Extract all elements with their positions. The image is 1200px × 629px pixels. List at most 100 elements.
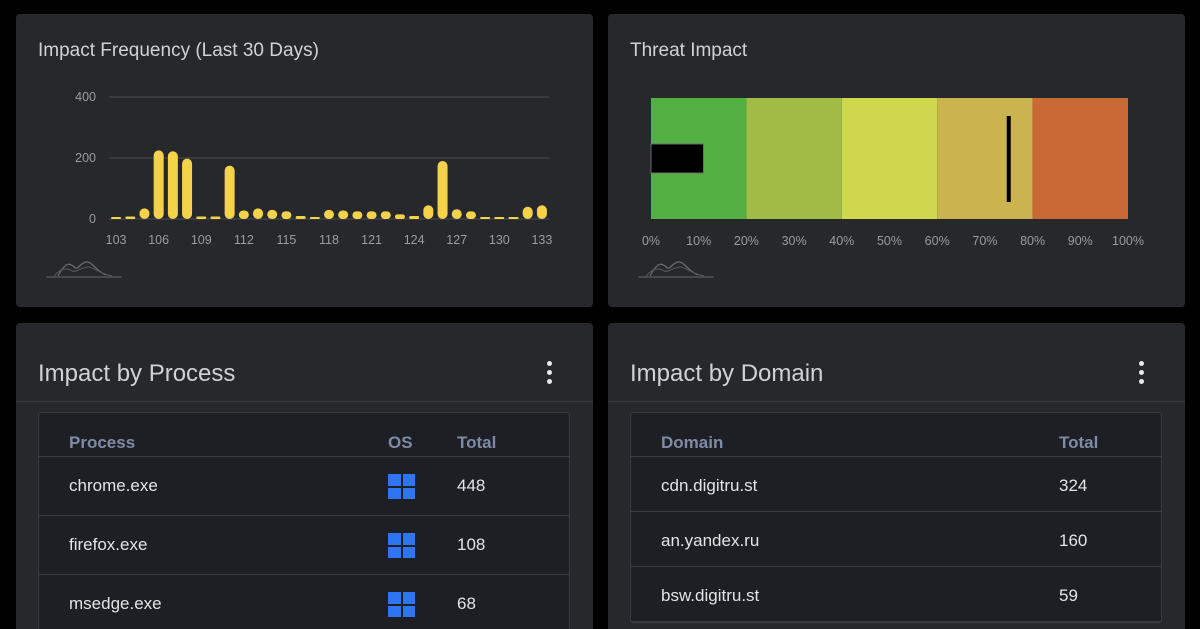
table-row[interactable]: bsw.digitru.st 59 [631,567,1161,622]
bar[interactable] [295,215,306,219]
bar[interactable] [224,165,235,219]
impact-frequency-card: Impact Frequency (Last 30 Days) 0 200 400 1… [16,14,593,307]
x-tick-label: 133 [531,233,552,247]
bar[interactable] [394,214,405,219]
total-column-header[interactable]: Total [457,433,497,452]
os-column-header[interactable]: OS [388,433,413,452]
domain-total: 160 [1059,531,1088,550]
bar[interactable] [309,217,320,219]
windows-icon [388,533,415,558]
impact-by-domain-title: Impact by Domain [630,360,824,387]
table-row[interactable]: chrome.exe 448 [39,457,569,516]
process-table: Process OS Total chrome.exe 448 firefox.… [38,412,570,629]
table-row[interactable]: an.yandex.ru 160 [631,512,1161,567]
domain-name: bsw.digitru.st [661,586,760,605]
bar[interactable] [139,208,150,219]
bar[interactable] [167,151,178,219]
bar[interactable] [111,217,122,219]
x-tick-label: 40% [829,234,854,248]
x-tick-label: 109 [191,233,212,247]
impact-frequency-title: Impact Frequency (Last 30 Days) [38,40,319,61]
process-total: 448 [457,476,486,495]
x-tick-label: 60% [925,234,950,248]
bar[interactable] [238,210,249,219]
table-header: Process OS Total [39,413,569,457]
bar[interactable] [338,210,349,219]
impact-by-process-card: Impact by Process Process OS Total chrom… [16,323,593,629]
domain-name: cdn.digitru.st [661,476,758,495]
bar[interactable] [324,209,334,219]
x-tick-label: 112 [234,233,254,247]
bar[interactable] [494,217,505,219]
x-tick-label: 0% [642,234,660,248]
bar[interactable] [423,205,434,219]
bar[interactable] [253,208,264,219]
threat-band [937,98,1033,219]
x-tick-label: 70% [972,234,997,248]
card-divider [16,401,593,402]
threat-impact-title: Threat Impact [630,40,748,61]
bar[interactable] [210,216,221,219]
x-tick-label: 30% [782,234,807,248]
process-name: msedge.exe [69,594,162,613]
y-tick-label: 200 [75,151,96,165]
table-row[interactable]: msedge.exe 68 [39,575,569,629]
bar[interactable] [125,216,136,219]
bar[interactable] [366,211,377,219]
target-marker[interactable] [1006,116,1011,202]
impact-by-process-title: Impact by Process [38,360,236,387]
bar[interactable] [267,209,278,219]
sparkline-icon[interactable] [638,257,714,279]
threat-band [746,98,842,219]
sparkline-icon[interactable] [46,257,122,279]
table-row[interactable]: cdn.digitru.st 324 [631,457,1161,512]
bar[interactable] [465,211,476,219]
bar[interactable] [380,211,391,219]
table-header: Domain Total [631,413,1161,457]
bar[interactable] [480,217,491,219]
bar[interactable] [196,216,207,219]
process-name: firefox.exe [69,535,148,554]
domain-total: 324 [1059,476,1088,495]
domain-column-header[interactable]: Domain [661,433,724,452]
card-divider [608,401,1185,402]
x-tick-label: 115 [276,233,296,247]
bar[interactable] [508,217,519,219]
bar[interactable] [281,211,292,219]
process-total: 68 [457,594,476,613]
x-tick-label: 118 [319,233,339,247]
value-bar[interactable] [650,143,704,174]
x-tick-label: 50% [877,234,902,248]
bar[interactable] [153,150,164,219]
y-tick-label: 400 [75,90,96,104]
x-tick-label: 124 [404,233,425,247]
bar[interactable] [451,209,462,219]
table-row[interactable]: firefox.exe 108 [39,516,569,575]
process-column-header[interactable]: Process [69,433,136,452]
x-tick-label: 127 [446,233,467,247]
threat-band [841,98,938,219]
kebab-menu-icon[interactable] [545,361,553,387]
bar[interactable] [409,215,420,219]
x-tick-label: 106 [148,233,169,247]
process-total: 108 [457,535,486,554]
windows-icon [388,592,415,617]
impact-by-domain-card: Impact by Domain Domain Total cdn.digitr… [608,323,1185,629]
kebab-menu-icon[interactable] [1137,361,1145,387]
x-tick-label: 20% [734,234,759,248]
bar[interactable] [182,158,193,219]
bar[interactable] [352,211,363,219]
x-tick-label: 121 [361,233,382,247]
total-column-header[interactable]: Total [1059,433,1099,452]
threat-impact-card: Threat Impact 0% 10% 20% 30% 40% 50% 60% 70% 80%… [608,14,1185,307]
bar[interactable] [536,205,547,219]
impact-frequency-chart: 0 200 400 103 106 109 112 115 118 121 124 127 130 133 [75,90,552,247]
domain-total: 59 [1059,586,1078,605]
x-tick-label: 10% [686,234,711,248]
x-tick-label: 80% [1020,234,1045,248]
x-tick-label: 103 [106,233,127,247]
bar[interactable] [437,161,448,219]
windows-icon [388,474,415,499]
x-tick-label: 130 [489,233,510,247]
bar[interactable] [522,206,533,219]
